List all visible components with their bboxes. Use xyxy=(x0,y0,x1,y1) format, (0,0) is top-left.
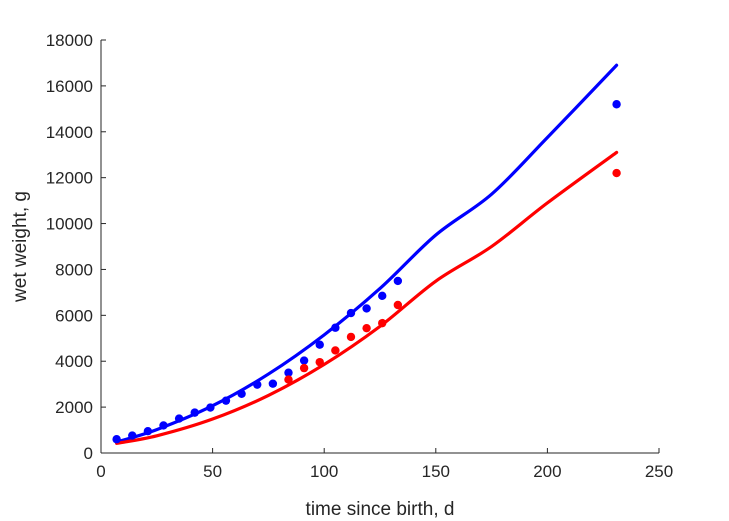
blue-data-point xyxy=(612,100,621,109)
blue-data-point xyxy=(268,379,278,388)
blue-data-point xyxy=(190,408,199,417)
y-tick-label: 12000 xyxy=(46,169,93,188)
x-tick-label: 200 xyxy=(533,462,561,481)
x-axis-label: time since birth, d xyxy=(306,499,455,520)
red-fit-line xyxy=(115,150,619,445)
blue-data-point xyxy=(237,389,246,399)
red-data-point xyxy=(378,318,387,328)
red-data-point xyxy=(346,332,356,342)
y-tick-label: 2000 xyxy=(55,398,93,417)
x-tick-label: 100 xyxy=(310,462,338,481)
red-data-point xyxy=(362,323,371,333)
x-tick-label: 0 xyxy=(96,462,105,481)
x-tick-label: 250 xyxy=(645,462,673,481)
blue-data-point xyxy=(159,421,168,430)
y-tick-label: 10000 xyxy=(46,215,93,234)
red-data-point xyxy=(331,346,340,355)
y-axis-label: wet weight, g xyxy=(10,191,31,303)
y-tick-label: 6000 xyxy=(55,306,93,325)
blue-data-point xyxy=(331,323,340,332)
blue-fit-line xyxy=(115,63,619,444)
red-data-point xyxy=(315,357,324,367)
blue-data-point xyxy=(174,414,184,423)
x-tick-label: 50 xyxy=(203,462,222,481)
red-data-point xyxy=(393,300,403,310)
blue-data-point xyxy=(221,396,231,405)
y-ticks: 0 2000 4000 6000 8000 10000 12000 14000 16000 180… xyxy=(46,31,106,463)
y-tick-label: 18000 xyxy=(46,31,93,50)
blue-data-point xyxy=(299,356,309,365)
x-tick-label: 150 xyxy=(422,462,450,481)
axes: 0 50 100 150 200 250 0 2000 4000 6000 8000 10000 12… xyxy=(46,31,673,481)
blue-data-point xyxy=(378,291,387,301)
blue-data-point xyxy=(315,340,324,349)
red-data-point xyxy=(612,168,621,178)
red-data-point xyxy=(284,375,293,384)
x-ticks: 0 50 100 150 200 250 xyxy=(96,448,673,481)
y-tick-label: 0 xyxy=(84,444,93,463)
blue-data-point xyxy=(143,427,153,436)
red-data-point xyxy=(299,363,309,373)
blue-data-point xyxy=(112,435,121,444)
blue-data-point xyxy=(393,276,403,286)
y-tick-label: 8000 xyxy=(55,260,93,279)
blue-data-point xyxy=(206,403,215,412)
y-tick-label: 16000 xyxy=(46,77,93,96)
blue-data-point xyxy=(284,368,293,377)
y-tick-label: 14000 xyxy=(46,123,93,142)
plot-area xyxy=(112,63,621,445)
blue-data-point xyxy=(346,308,356,318)
blue-data-point xyxy=(253,380,262,389)
y-tick-label: 4000 xyxy=(55,352,93,371)
blue-data-point xyxy=(128,431,137,440)
blue-data-point xyxy=(362,304,371,313)
